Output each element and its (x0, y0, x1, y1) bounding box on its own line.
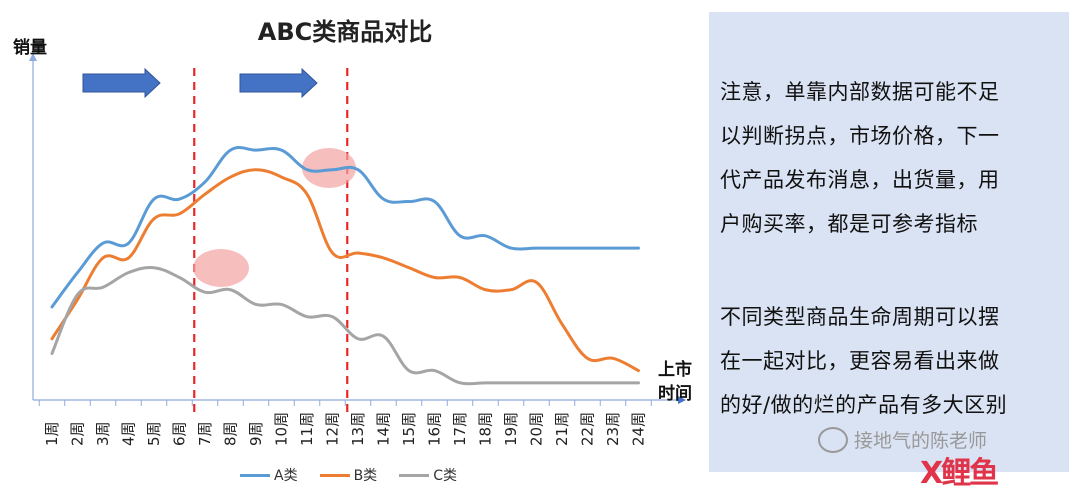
x-tick-label: 11周 (298, 412, 316, 446)
x-tick-label: 17周 (451, 412, 469, 446)
x-tick-label: 8周 (222, 421, 240, 446)
x-axis-arrow-icon (678, 396, 686, 404)
wechat-icon (818, 426, 848, 453)
x-tick-label: 10周 (273, 412, 291, 446)
legend-item-c: C类 (399, 465, 457, 485)
legend-swatch-c (399, 473, 430, 477)
line-chart: 1周 2周 3周 4周 5周 6周 7周 8周 9周 10周 11周 12周 13周 14周 15周 16周 1… (29, 53, 686, 446)
x-tick-label: 21周 (553, 412, 571, 446)
highlight-ellipse (193, 249, 249, 287)
x-tick-label: 1周 (43, 421, 61, 446)
legend-item-a: A类 (240, 465, 298, 485)
x-tick-label: 4周 (120, 421, 138, 446)
x-tick-label: 7周 (196, 421, 214, 446)
series-line-b (50, 168, 640, 373)
series-line-c (50, 266, 640, 386)
x-tick-label: 13周 (349, 412, 367, 446)
x-tick-label: 14周 (375, 412, 393, 446)
note-panel (709, 12, 1069, 472)
note-paragraph-2: 不同类型商品生命周期可以摆 在一起对比，更容易看出来做 的好/做的烂的产品有多大… (720, 295, 1060, 427)
y-axis-label: 销量 (13, 38, 47, 58)
x-tick-label: 12周 (324, 412, 342, 446)
x-axis-label: 上市时间 (658, 360, 692, 404)
x-tick-label: 16周 (426, 412, 444, 446)
arrow-markers (82, 67, 318, 99)
x-tick-label: 2周 (69, 421, 87, 446)
y-axis-arrow-icon (29, 53, 37, 61)
x-tick-label: 5周 (145, 421, 163, 446)
watermark-text: 接地气的陈老师 (854, 430, 988, 452)
series-lines (50, 146, 640, 386)
x-tick-labels: 1周 2周 3周 4周 5周 6周 7周 8周 9周 10周 11周 12周 13周 14周 15周 16周 1… (43, 412, 648, 446)
note-line: 户购买率，都是可参考指标 (720, 212, 978, 236)
x-tick-label: 23周 (604, 412, 622, 446)
note-line: 代产品发布消息，出货量，用 (720, 168, 1000, 192)
chart-legend: A类 B类 C类 (240, 465, 457, 485)
x-tick-label: 24周 (630, 412, 648, 446)
x-tick-label: 6周 (171, 421, 189, 446)
highlight-ellipses (193, 148, 356, 287)
watermark-logo: X鲤鱼 (920, 456, 999, 491)
legend-label-a: A类 (274, 468, 298, 484)
legend-label-b: B类 (353, 468, 378, 484)
chart-axes (29, 53, 686, 406)
x-tick-label: 18周 (477, 412, 495, 446)
note-paragraph-1: 注意，单靠内部数据可能不足 以判断拐点，市场价格，下一 代产品发布消息，出货量，… (720, 70, 1060, 246)
right-arrow-icon (239, 67, 318, 99)
legend-swatch-b (319, 473, 350, 477)
watermark: 接地气的陈老师 (818, 426, 987, 453)
divider-lines (193, 68, 349, 412)
x-tick-label: 9周 (247, 421, 265, 446)
x-tick-label: 3周 (94, 421, 112, 446)
chart-title: ABC类商品对比 (257, 18, 433, 46)
x-tick-label: 19周 (502, 412, 520, 446)
legend-item-b: B类 (319, 465, 378, 485)
legend-swatch-a (240, 473, 270, 477)
x-tick-label: 22周 (579, 412, 597, 446)
note-line: 的好/做的烂的产品有多大区别 (720, 393, 1008, 417)
note-line: 注意，单靠内部数据可能不足 (720, 80, 1000, 104)
series-line-a (50, 146, 640, 309)
x-tick-label: 20周 (528, 412, 546, 446)
right-arrow-icon (82, 67, 161, 99)
note-line: 不同类型商品生命周期可以摆 (720, 305, 1000, 329)
legend-label-c: C类 (433, 468, 457, 484)
x-tick-label: 15周 (400, 412, 418, 446)
highlight-ellipse (302, 148, 356, 188)
note-line: 以判断拐点，市场价格，下一 (720, 124, 1000, 148)
note-line: 在一起对比，更容易看出来做 (720, 349, 1000, 373)
